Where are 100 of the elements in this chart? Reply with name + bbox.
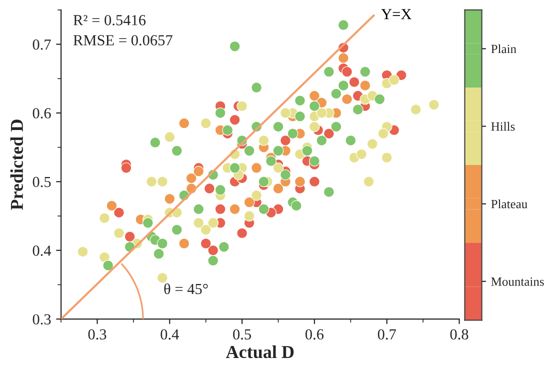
point — [294, 95, 306, 106]
point — [330, 121, 342, 132]
point — [156, 272, 168, 284]
point — [338, 52, 349, 64]
point — [363, 176, 374, 188]
point — [193, 204, 204, 215]
point — [178, 118, 190, 129]
point — [150, 137, 161, 148]
x-tick-label: 0.7 — [378, 329, 396, 340]
point — [381, 152, 392, 164]
y-tick-label: 0.7 — [32, 39, 51, 50]
legend-label: Plateau — [491, 199, 528, 208]
point — [178, 238, 190, 249]
point — [374, 94, 386, 105]
point — [193, 166, 204, 177]
point — [280, 169, 291, 180]
point — [208, 255, 219, 266]
point — [272, 145, 284, 156]
point — [428, 99, 440, 110]
point — [156, 238, 168, 249]
point — [360, 80, 371, 91]
point — [106, 200, 118, 212]
point — [114, 228, 124, 239]
point — [316, 135, 328, 146]
x-tick-label: 0.5 — [233, 329, 251, 340]
point — [229, 114, 240, 126]
point — [244, 210, 255, 222]
point — [309, 121, 320, 132]
point — [309, 156, 320, 166]
point — [272, 121, 284, 132]
point — [360, 66, 371, 78]
point — [338, 20, 349, 30]
point — [342, 94, 352, 105]
point — [244, 145, 255, 156]
point — [309, 100, 320, 112]
point — [324, 66, 334, 78]
point — [316, 108, 328, 118]
y-tick-label: 0.5 — [32, 176, 51, 188]
point — [309, 176, 320, 188]
series-label: Y=X — [381, 9, 412, 20]
point — [222, 124, 233, 136]
point — [272, 183, 284, 194]
point — [214, 204, 226, 215]
point — [342, 66, 352, 78]
point — [102, 260, 114, 271]
point — [345, 135, 356, 146]
point — [153, 248, 164, 260]
point — [142, 217, 154, 228]
point — [164, 132, 176, 142]
point — [258, 176, 270, 188]
point — [208, 244, 219, 256]
point — [200, 238, 212, 249]
point — [229, 40, 240, 52]
point — [251, 190, 262, 201]
annotation: RMSE = 0.0657 — [73, 35, 172, 46]
point — [77, 246, 88, 258]
legend-label: Mountains — [491, 277, 544, 286]
y-tick-label: 0.6 — [32, 108, 51, 118]
point — [330, 88, 342, 100]
point — [258, 204, 270, 215]
point — [309, 90, 320, 102]
point — [290, 200, 302, 212]
point — [164, 193, 176, 204]
point — [146, 176, 157, 188]
y-tick-label: 0.4 — [32, 246, 52, 256]
point — [294, 176, 306, 188]
point — [200, 118, 212, 129]
point — [99, 252, 110, 263]
point — [378, 128, 389, 140]
point — [280, 135, 291, 146]
point — [324, 128, 334, 140]
y-axis-title: Predicted D — [10, 120, 24, 210]
point — [280, 108, 291, 118]
point — [204, 183, 215, 194]
point — [99, 212, 110, 224]
point — [186, 172, 197, 184]
point — [251, 162, 262, 174]
point — [193, 217, 204, 228]
point — [338, 80, 349, 91]
point — [208, 217, 219, 228]
point — [229, 162, 240, 174]
point — [410, 104, 422, 115]
x-tick-label: 0.3 — [88, 329, 106, 340]
point — [114, 207, 124, 218]
point — [236, 100, 248, 112]
point — [272, 162, 284, 174]
point — [156, 176, 168, 188]
point — [356, 148, 367, 160]
point — [120, 162, 132, 174]
point — [214, 184, 226, 196]
point — [236, 228, 248, 239]
annotation: θ = 45° — [164, 283, 208, 294]
point — [171, 224, 182, 236]
x-axis-title: Actual D — [226, 345, 294, 358]
point — [302, 145, 313, 156]
point — [171, 145, 182, 156]
point — [124, 231, 136, 242]
point — [348, 76, 360, 88]
point — [200, 224, 212, 236]
point — [366, 138, 378, 150]
